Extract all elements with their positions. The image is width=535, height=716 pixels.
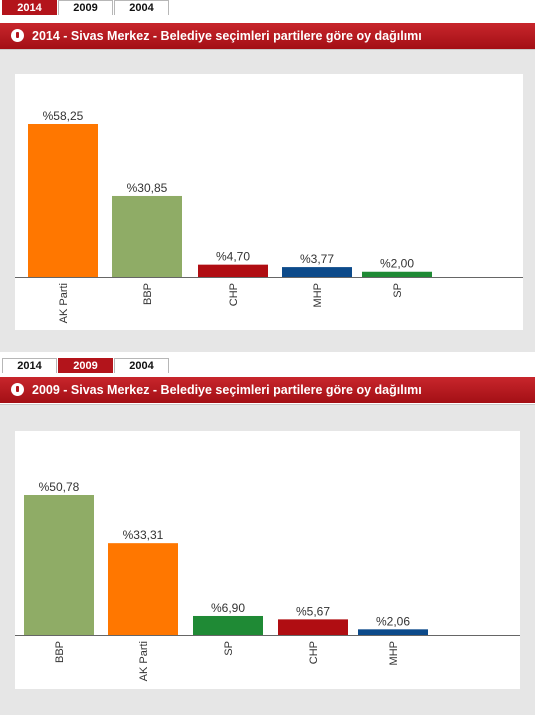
panel-title: 2014 - Sivas Merkez - Belediye seçimleri… [32, 29, 422, 43]
value-label: %2,00 [380, 257, 414, 271]
category-label: MHP [312, 283, 324, 307]
bar-mhp [358, 629, 428, 635]
info-icon [11, 29, 24, 42]
bar-mhp [282, 267, 352, 277]
panel-title-bar: 2009 - Sivas Merkez - Belediye seçimleri… [0, 377, 535, 403]
info-icon [11, 383, 24, 396]
chart-panel-2009: 2014 2009 2004 2009 - Sivas Merkez - Bel… [0, 358, 535, 715]
category-label: CHP [228, 283, 240, 306]
tab-2014[interactable]: 2014 [2, 0, 57, 15]
category-label: AK Parti [138, 641, 150, 681]
tab-2014[interactable]: 2014 [2, 358, 57, 373]
year-tabs: 2014 2009 2004 [2, 358, 170, 374]
value-label: %58,25 [43, 109, 84, 123]
value-label: %6,90 [211, 601, 245, 615]
plot-background [15, 74, 523, 330]
value-label: %5,67 [296, 604, 330, 618]
bar-chart-2009: %50,78 BBP %33,31 AK Parti %6,90 SP %5,67 CHP %2… [15, 480, 520, 681]
category-label: MHP [388, 641, 400, 665]
plot-background [15, 431, 520, 689]
tab-2009[interactable]: 2009 [58, 0, 113, 15]
category-label: SP [392, 283, 404, 298]
category-label: BBP [54, 641, 66, 663]
bar-chart-2014: %58,25 AK Parti %30,85 BBP %4,70 CHP %3,77 MHP%… [15, 109, 523, 323]
tab-2004[interactable]: 2004 [114, 0, 169, 15]
bar-sp [193, 615, 263, 635]
bar-ak-parti [28, 124, 98, 277]
bar-bbp [24, 495, 94, 635]
value-label: %50,78 [39, 480, 80, 494]
value-label: %33,31 [123, 528, 164, 542]
value-label: %3,77 [300, 252, 334, 266]
chart-area: %58,25 AK Parti %30,85 BBP %4,70 CHP %3,77 MHP%… [0, 49, 535, 352]
year-tabs: 2014 2009 2004 [2, 0, 170, 16]
bar-ak-parti [108, 543, 178, 635]
bar-bbp [112, 195, 182, 277]
category-label: BBP [142, 283, 154, 305]
panel-title-bar: 2014 - Sivas Merkez - Belediye seçimleri… [0, 23, 535, 49]
value-label: %2,06 [376, 614, 410, 628]
bar-sp [362, 271, 432, 277]
chart-area: %50,78 BBP %33,31 AK Parti %6,90 SP %5,67 CHP %2… [0, 404, 535, 715]
tab-2009[interactable]: 2009 [58, 358, 113, 373]
category-label: CHP [308, 641, 320, 664]
category-label: SP [223, 641, 235, 656]
bar-chp [198, 264, 268, 277]
category-label: AK Parti [58, 283, 70, 323]
bar-chp [278, 619, 348, 635]
value-label: %30,85 [127, 181, 168, 195]
value-label: %4,70 [216, 250, 250, 264]
panel-title: 2009 - Sivas Merkez - Belediye seçimleri… [32, 383, 422, 397]
chart-panel-2014: 2014 2009 2004 2014 - Sivas Merkez - Bel… [0, 0, 535, 352]
tab-2004[interactable]: 2004 [114, 358, 169, 373]
